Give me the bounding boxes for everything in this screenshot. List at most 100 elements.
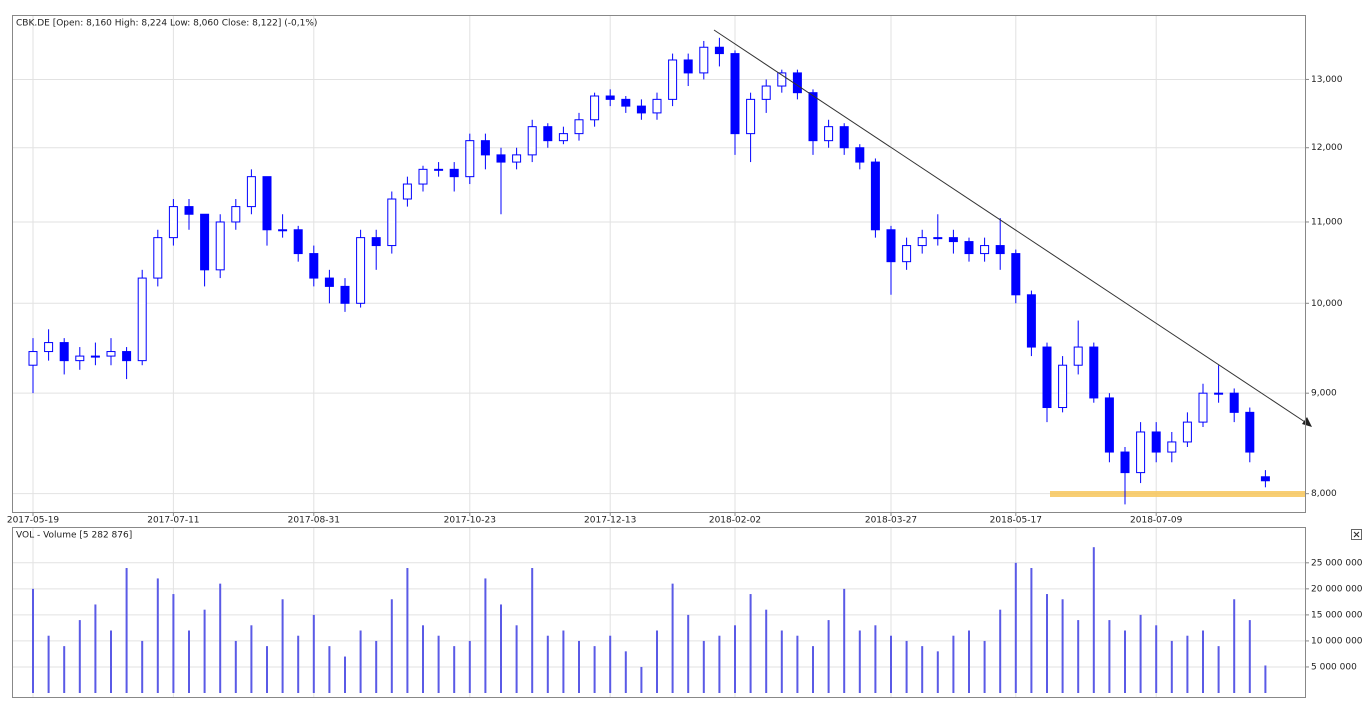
candle-body: [590, 95, 600, 121]
volume-bar: [1014, 562, 1017, 693]
volume-bar: [1139, 614, 1142, 693]
candle-body: [1182, 421, 1192, 443]
volume-bar: [656, 630, 658, 693]
volume-bar: [578, 640, 580, 693]
candle-body: [699, 46, 709, 74]
candle-body: [278, 229, 288, 232]
x-tick-label: 2017-10-23: [444, 516, 496, 526]
volume-bar: [47, 635, 50, 693]
candle-body: [90, 355, 100, 358]
volume-bar: [141, 640, 144, 693]
volume-bar: [297, 635, 300, 693]
volume-bar: [281, 599, 284, 693]
candle-body: [574, 119, 584, 135]
candle-body: [371, 237, 381, 247]
volume-bar: [234, 640, 237, 693]
candle-body: [1104, 397, 1114, 453]
volume-bar: [344, 656, 346, 693]
x-tick-label: 2018-03-27: [865, 516, 917, 526]
x-tick-label: 2018-05-17: [990, 516, 1042, 526]
candle-body: [777, 72, 787, 87]
volume-bar: [1248, 620, 1251, 693]
volume-bar: [671, 583, 674, 693]
candle-body: [324, 277, 334, 287]
y-tick-label: 9,000: [1311, 389, 1337, 399]
volume-bar: [780, 630, 783, 693]
volume-bar: [687, 614, 690, 693]
volume-bar: [812, 646, 814, 693]
y-tick-label: 25 000 000: [1311, 558, 1363, 568]
candle-body: [1011, 253, 1021, 296]
candle-body: [792, 72, 802, 94]
candle-body: [543, 126, 553, 142]
candle-body: [886, 229, 896, 263]
volume-bar: [1061, 599, 1064, 693]
volume-bar: [312, 614, 315, 693]
chart-title: CBK.DE [Open: 8,160 High: 8,224 Low: 8,0…: [16, 19, 317, 29]
candle-body: [527, 126, 537, 156]
candle-body: [1198, 392, 1208, 423]
volume-bar: [422, 625, 424, 693]
volume-bar: [593, 646, 596, 693]
candle-body: [44, 342, 54, 353]
candle-body: [309, 253, 319, 279]
candle-body: [1167, 441, 1177, 453]
candle-body: [746, 98, 756, 135]
candle-body: [1026, 294, 1036, 348]
volume-bar: [905, 640, 908, 693]
volume-bar: [874, 625, 877, 693]
volume-bar: [1217, 646, 1220, 693]
trend-arrow: [1302, 417, 1312, 427]
volume-bar: [624, 651, 627, 693]
volume-bar: [858, 630, 861, 693]
y-tick-label: 13,000: [1311, 75, 1343, 85]
candle-body: [106, 351, 116, 357]
candle-body: [1229, 392, 1239, 413]
y-tick-label: 20 000 000: [1311, 584, 1363, 594]
candle-body: [28, 351, 38, 366]
volume-bar: [921, 646, 924, 693]
volume-bar: [250, 625, 253, 693]
candle-body: [621, 98, 631, 107]
x-tick-label: 2017-08-31: [288, 516, 340, 526]
volume-bar: [796, 635, 799, 693]
volume-bar: [1124, 630, 1126, 693]
volume-bar: [32, 588, 34, 693]
candle-body: [995, 245, 1005, 255]
candle-body: [917, 237, 927, 247]
volume-bar: [1202, 630, 1204, 693]
y-tick-label: 11,000: [1311, 217, 1343, 227]
candle-body: [184, 206, 194, 215]
volume-bar: [219, 583, 222, 693]
candle-body: [652, 98, 662, 114]
candle-body: [153, 237, 163, 279]
candle-body: [137, 277, 147, 362]
volume-bar: [609, 635, 612, 693]
volume-bar: [952, 635, 955, 693]
y-tick-label: 10 000 000: [1311, 636, 1363, 646]
candle-body: [512, 154, 522, 163]
volume-bar: [531, 568, 534, 693]
candle-body: [465, 140, 475, 178]
candle-body: [402, 183, 412, 200]
candle-body: [668, 59, 678, 100]
volume-bar: [375, 640, 378, 693]
candle-body: [964, 241, 974, 255]
candle-body: [902, 245, 912, 263]
volume-bar: [1186, 635, 1189, 693]
candle-body: [246, 176, 256, 208]
candle-body: [636, 105, 646, 114]
volume-bar: [1077, 620, 1080, 693]
volume-bar: [359, 630, 362, 693]
x-tick-label: 2017-07-11: [147, 516, 199, 526]
volume-bar: [328, 646, 331, 693]
candle-body: [1260, 476, 1270, 482]
volume-bar: [1046, 594, 1048, 693]
candle-body: [200, 213, 210, 271]
y-tick-label: 15 000 000: [1311, 610, 1363, 620]
candle-body: [75, 355, 85, 362]
candle-body: [59, 342, 69, 362]
x-tick-label: 2017-12-13: [584, 516, 636, 526]
